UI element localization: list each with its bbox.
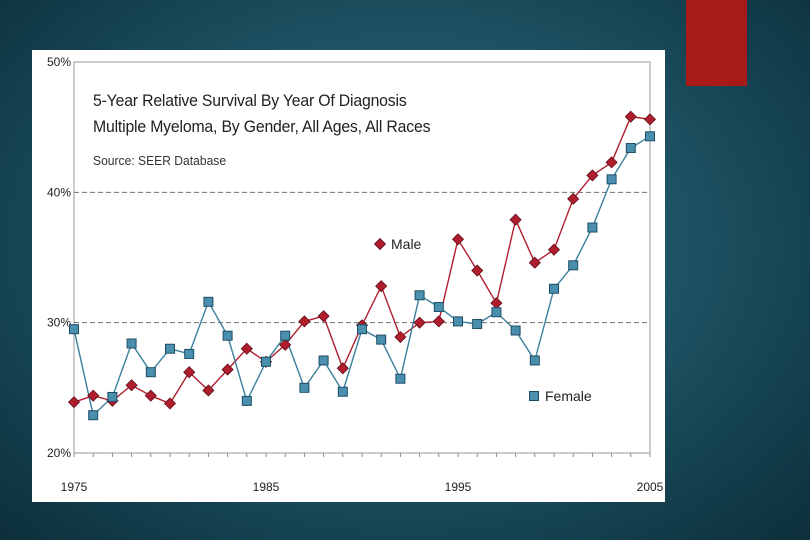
legend-female-marker	[529, 391, 539, 401]
female-point	[318, 355, 329, 366]
male-point	[221, 363, 234, 376]
chart-source: Source: SEER Database	[93, 153, 227, 168]
female-point	[357, 324, 367, 335]
x-tick-label: 1975	[61, 480, 88, 494]
female-point	[126, 338, 137, 349]
female-point	[625, 143, 636, 154]
male-point	[509, 213, 522, 226]
male-point	[471, 264, 484, 277]
female-point	[203, 296, 214, 307]
female-point	[280, 330, 291, 341]
accent-block	[686, 0, 747, 86]
female-point	[299, 382, 310, 393]
legend-female-label: Female	[545, 388, 592, 404]
y-tick-label: 30%	[47, 316, 71, 330]
male-point	[67, 396, 81, 409]
male-point	[317, 310, 330, 323]
male-point	[528, 256, 541, 269]
male-point	[144, 389, 157, 402]
female-point	[587, 222, 598, 233]
female-point	[88, 410, 99, 421]
male-point	[567, 192, 580, 205]
male-point	[586, 169, 599, 182]
male-point	[394, 330, 407, 344]
chart-title-line-2: Multiple Myeloma, By Gender, All Ages, A…	[93, 117, 431, 136]
female-point	[453, 316, 463, 327]
female-point	[165, 343, 175, 354]
male-point	[87, 389, 100, 402]
female-point	[472, 318, 483, 329]
male-point	[375, 280, 388, 293]
male-point	[298, 315, 311, 328]
line-chart: 20% 30% 40% 50% 1975 1985 1995 2005 Male Female	[47, 55, 664, 494]
female-point	[433, 302, 444, 313]
male-point	[240, 342, 253, 355]
y-tick-label: 50%	[47, 55, 71, 69]
chart-title: 5-Year Relative Survival By Year Of Diag…	[93, 88, 430, 140]
female-point	[491, 307, 502, 318]
x-tick-label: 2005	[637, 480, 664, 494]
female-point	[69, 324, 79, 335]
male-point	[643, 113, 657, 126]
female-point	[606, 174, 617, 185]
y-tick-label: 20%	[47, 446, 71, 460]
legend-male-marker	[373, 237, 387, 251]
female-point	[568, 260, 579, 271]
male-point	[547, 243, 561, 256]
female-point	[184, 348, 195, 359]
female-point	[645, 131, 655, 142]
male-point	[279, 338, 292, 351]
female-point	[145, 367, 156, 378]
female-point	[222, 330, 233, 341]
male-point	[413, 316, 426, 329]
male-point	[183, 366, 196, 379]
male-point	[451, 233, 465, 246]
male-point	[490, 297, 503, 310]
x-tick-label: 1985	[253, 480, 280, 494]
female-point	[107, 391, 118, 402]
male-point	[163, 397, 177, 410]
y-tick-label: 40%	[47, 185, 71, 199]
male-point	[202, 384, 215, 397]
x-tick-label: 1995	[445, 480, 472, 494]
female-point	[261, 356, 271, 367]
male-point	[125, 379, 138, 392]
female-line	[73, 135, 651, 417]
female-point	[337, 386, 348, 397]
male-point	[624, 110, 637, 123]
female-point	[529, 355, 540, 366]
male-point	[605, 156, 618, 169]
male-point	[432, 315, 445, 328]
female-point	[376, 334, 387, 345]
female-point	[241, 395, 252, 406]
chart-title-line-1: 5-Year Relative Survival By Year Of Diag…	[93, 91, 407, 110]
female-point	[549, 283, 559, 294]
female-point	[414, 290, 425, 301]
female-point	[395, 373, 406, 384]
legend-male-label: Male	[391, 236, 422, 252]
male-point	[336, 362, 349, 375]
chart-panel: 20% 30% 40% 50% 1975 1985 1995 2005 Male Female 5…	[32, 50, 665, 502]
female-point	[510, 325, 521, 336]
